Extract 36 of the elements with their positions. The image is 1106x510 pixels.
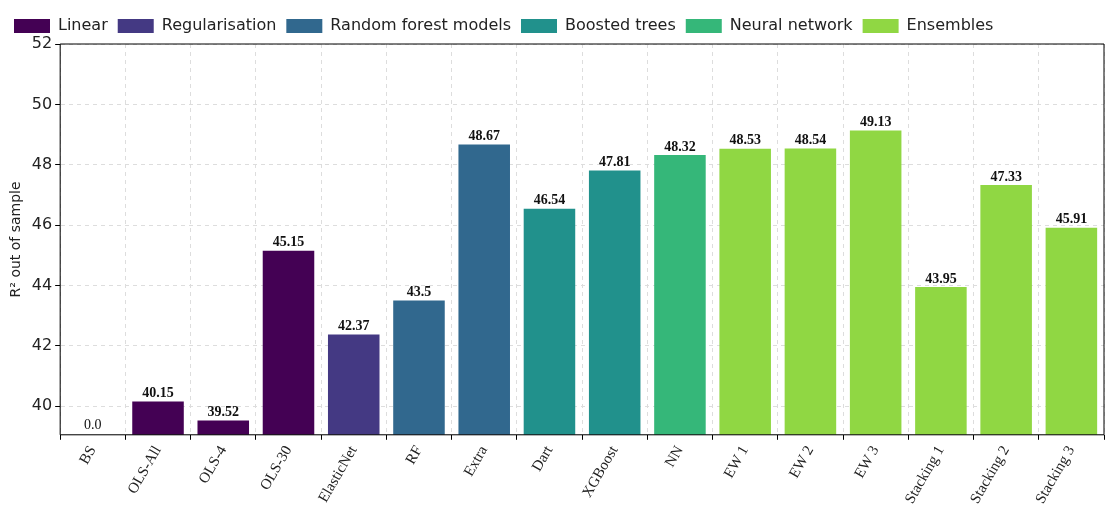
x-tick-label: RF bbox=[401, 442, 425, 467]
x-tick-label: BS bbox=[75, 442, 99, 467]
data-label: 48.54 bbox=[794, 132, 827, 148]
data-label: 48.67 bbox=[468, 128, 500, 144]
legend-label: Regularisation bbox=[161, 15, 277, 35]
legend-label: Boosted trees bbox=[565, 15, 676, 35]
data-label: 47.81 bbox=[598, 154, 631, 170]
y-tick-label: 52 bbox=[31, 33, 53, 53]
data-label: 39.52 bbox=[207, 404, 240, 420]
legend-label: Random forest models bbox=[330, 15, 511, 35]
y-tick-label: 40 bbox=[31, 395, 53, 415]
data-label: 48.32 bbox=[664, 138, 696, 154]
legend-label: Ensembles bbox=[906, 15, 994, 35]
y-tick-label: 50 bbox=[31, 93, 53, 113]
text: 0.0 bbox=[84, 417, 102, 433]
y-tick-label: 46 bbox=[31, 214, 53, 234]
data-label: 40.15 bbox=[142, 385, 174, 401]
legend-label: Linear bbox=[58, 15, 109, 35]
data-label: 47.33 bbox=[990, 168, 1022, 184]
data-label: 43.95 bbox=[925, 270, 957, 286]
x-tick-label: EW 2 bbox=[785, 442, 817, 481]
x-tick-label: NN bbox=[661, 442, 687, 470]
y-tick-label: 44 bbox=[31, 274, 53, 294]
y-axis-title: R² out of sample bbox=[7, 181, 24, 298]
data-label: 42.37 bbox=[337, 318, 370, 334]
data-label: 49.13 bbox=[859, 114, 892, 130]
data-label: 46.54 bbox=[533, 192, 566, 208]
data-label: 45.15 bbox=[272, 234, 305, 250]
data-label: 45.91 bbox=[1055, 211, 1088, 227]
data-label: 48.53 bbox=[729, 132, 761, 148]
x-tick-label: EW 1 bbox=[720, 442, 752, 481]
y-tick-label: 48 bbox=[31, 153, 53, 173]
legend-label: Neural network bbox=[729, 15, 854, 35]
data-label: 43.5 bbox=[406, 284, 432, 300]
x-tick-label: EW 3 bbox=[850, 442, 882, 481]
y-tick-label: 42 bbox=[31, 334, 53, 354]
